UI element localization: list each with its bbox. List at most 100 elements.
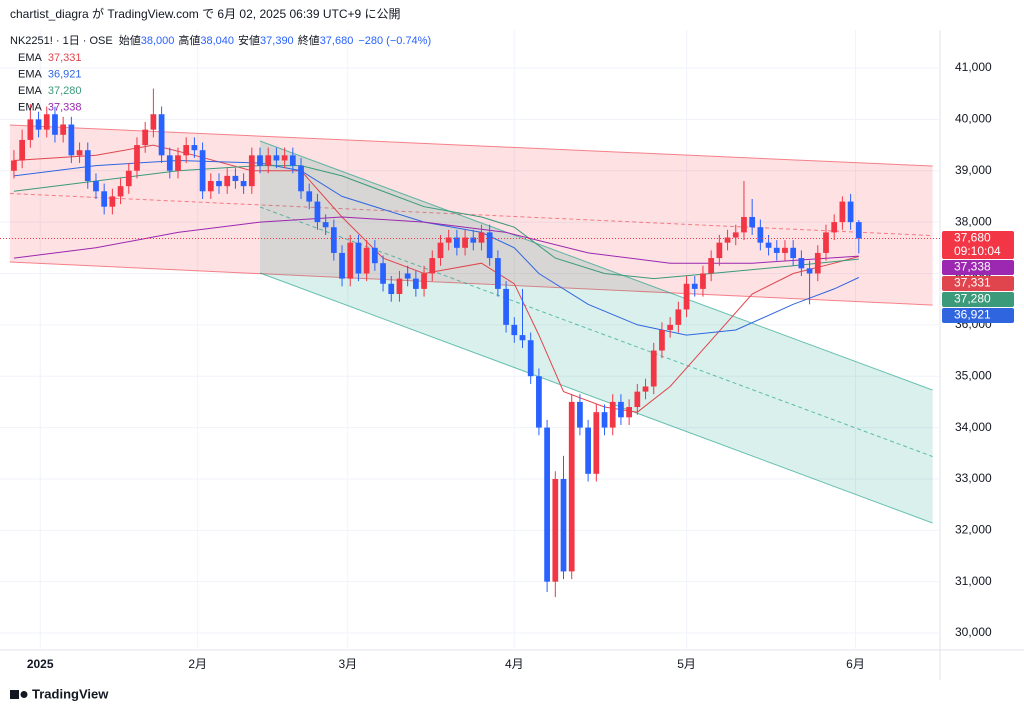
candle-body	[150, 114, 157, 130]
ohlc-value: 37,680	[320, 35, 354, 47]
candle-body	[273, 155, 280, 161]
countdown-label: 09:10:04	[954, 244, 1001, 258]
candle-body	[462, 237, 468, 248]
ema-line	[13, 144, 859, 413]
candle-body	[585, 427, 591, 474]
candle-body	[199, 150, 206, 192]
candle-body	[839, 201, 846, 223]
candle-body	[593, 412, 600, 474]
x-tick-label: 3月	[338, 657, 357, 671]
y-tick-label: 38,000	[955, 214, 992, 228]
candle-body	[216, 181, 222, 187]
candle-body	[495, 258, 501, 289]
brand-name: TradingView	[32, 686, 109, 701]
x-tick-label: 2025	[27, 657, 54, 671]
ema-value: 37,338	[48, 101, 82, 113]
candle-body	[634, 391, 641, 408]
candle-body	[536, 376, 542, 428]
candle-body	[675, 309, 682, 325]
ohlc-value: 37,390	[260, 35, 294, 47]
candle-body	[265, 155, 272, 166]
ema-line	[13, 159, 860, 336]
candle-body	[741, 216, 747, 233]
candle-body	[609, 401, 616, 428]
channel-lower	[259, 272, 933, 524]
price-badge	[942, 308, 1014, 324]
candle-body	[437, 242, 444, 259]
candle-body	[478, 232, 485, 243]
ema-value: 37,280	[48, 85, 82, 97]
candle-body	[134, 145, 140, 171]
candle-body	[93, 181, 99, 192]
ema-value: 36,921	[48, 68, 82, 80]
candle-body	[240, 181, 247, 187]
candle-body	[708, 258, 715, 274]
candle-body	[618, 401, 624, 418]
candle-body	[281, 155, 288, 161]
x-tick-label: 5月	[677, 657, 696, 671]
ema-name: EMA	[18, 101, 43, 113]
candle-body	[511, 324, 518, 336]
candle-body	[773, 247, 780, 253]
candle-body	[650, 350, 657, 387]
candle-body	[19, 139, 26, 161]
ema-legend: EMA 37,338	[18, 101, 82, 113]
symbol: NK2251! · 1日 · OSE 始値38,000 高値38,040 安値37,3…	[10, 33, 431, 47]
ohlc-label: 安値	[238, 33, 260, 47]
y-tick-label: 39,000	[955, 163, 992, 177]
candle-body	[158, 114, 165, 156]
candle-body	[716, 242, 723, 259]
candle-body	[552, 478, 559, 582]
y-tick-label: 40,000	[955, 112, 992, 126]
candle-body	[700, 273, 706, 289]
candle-body	[724, 237, 731, 243]
ohlc-label: 終値	[298, 33, 320, 47]
y-tick-label: 31,000	[955, 574, 992, 588]
candle-body	[560, 478, 567, 572]
price-badge-label: 37,680	[954, 231, 991, 245]
candle-body	[749, 216, 756, 228]
candle-body	[470, 237, 477, 243]
ema-name: EMA	[18, 52, 43, 64]
candle-body	[814, 252, 821, 274]
ema-name: EMA	[18, 68, 43, 80]
candle-body	[166, 155, 173, 171]
ema-legend: EMA 37,280	[18, 85, 82, 97]
candle-body	[43, 114, 50, 130]
candle-body	[798, 258, 805, 269]
y-tick-label: 32,000	[955, 522, 992, 536]
candle-body	[429, 258, 436, 274]
candle-body	[396, 278, 403, 295]
candle-body	[363, 247, 370, 274]
price-badge	[942, 292, 1014, 308]
candle-body	[142, 129, 149, 146]
candle-body	[183, 145, 190, 156]
candle-body	[691, 283, 698, 289]
candle-body	[831, 222, 838, 233]
y-tick-label: 35,000	[955, 368, 992, 382]
candle-body	[568, 401, 575, 572]
candle-body	[109, 196, 116, 207]
candle-body	[257, 155, 263, 166]
candle-body	[306, 191, 313, 202]
price-badge	[942, 231, 1014, 260]
candle-body	[806, 268, 813, 274]
candle-body	[782, 247, 788, 253]
legend: NK2251! · 1日 · OSE 始値38,000 高値38,040 安値37,3…	[10, 33, 431, 114]
candle-body	[421, 273, 427, 289]
ema-name: EMA	[18, 85, 43, 97]
candle-body	[454, 237, 460, 248]
x-tick-label: 2月	[188, 657, 207, 671]
candle-body	[626, 407, 632, 418]
candle-body	[683, 283, 690, 310]
ohlc-label: 高値	[178, 33, 200, 47]
candle-body	[823, 232, 829, 253]
candle-body	[52, 114, 58, 135]
ema-legend: EMA 36,921	[18, 68, 82, 80]
price-badge	[942, 276, 1014, 292]
candle-body	[101, 191, 108, 207]
publisher: chartist_diagra が TradingView.com で 6月 0…	[10, 6, 401, 21]
y-tick-label: 41,000	[955, 60, 992, 74]
